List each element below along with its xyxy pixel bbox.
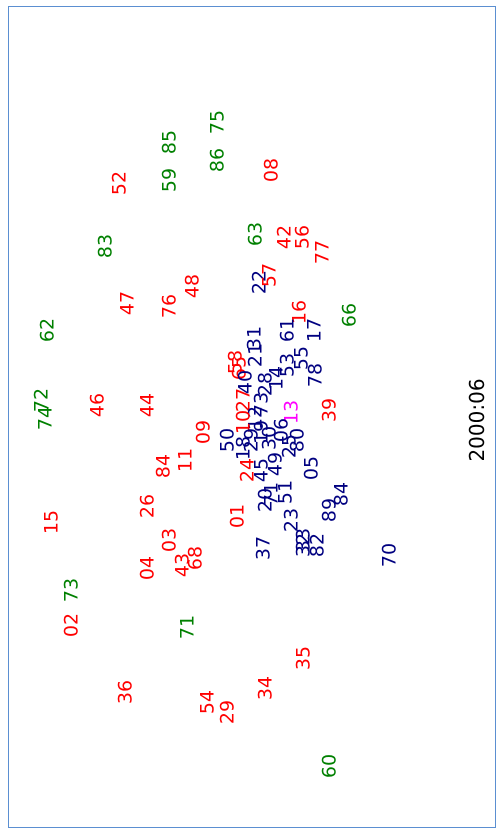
point-label: 68 (185, 546, 207, 570)
point-label: 34 (255, 676, 277, 700)
point-label: 11 (175, 448, 197, 472)
point-label: 82 (307, 533, 329, 557)
point-label: 77 (312, 240, 334, 264)
point-label: 42 (274, 225, 296, 249)
point-label: 15 (41, 510, 63, 534)
point-label: 14 (266, 366, 288, 390)
point-label: 61 (277, 318, 299, 342)
point-label: 71 (261, 482, 283, 506)
point-label: 01 (227, 504, 249, 528)
point-label: 66 (339, 303, 361, 327)
point-label: 26 (137, 494, 159, 518)
point-label: 05 (301, 456, 323, 480)
point-label: 51 (275, 480, 297, 504)
point-label: 73 (251, 392, 273, 416)
point-label: 56 (292, 225, 314, 249)
point-label: 71 (177, 615, 199, 639)
point-label: 46 (87, 393, 109, 417)
point-label: 57 (259, 263, 281, 287)
point-label: 10 (233, 410, 255, 434)
point-label: 02 (61, 613, 83, 637)
point-label: 33 (293, 528, 315, 552)
point-label: 25 (279, 434, 301, 458)
point-label: 27 (233, 388, 255, 412)
point-label: 24 (237, 458, 259, 482)
point-label: 31 (244, 326, 266, 350)
point-label: 09 (193, 420, 215, 444)
point-label: 40 (235, 370, 257, 394)
point-label: 78 (305, 363, 327, 387)
point-label: 74 (35, 406, 57, 430)
point-label: 58 (225, 350, 247, 374)
point-label: 48 (182, 274, 204, 298)
point-label: 47 (117, 291, 139, 315)
point-label: 85 (159, 130, 181, 154)
point-label: 35 (293, 646, 315, 670)
point-label: 08 (261, 158, 283, 182)
point-label: 29 (241, 428, 263, 452)
point-label: 04 (137, 556, 159, 580)
point-label: 70 (379, 543, 401, 567)
point-label: 13 (281, 400, 303, 424)
point-label: 62 (37, 318, 59, 342)
point-label: 44 (137, 393, 159, 417)
point-label: 23 (281, 508, 303, 532)
point-label: 36 (115, 680, 137, 704)
point-label: 32 (293, 533, 315, 557)
point-label: 89 (319, 498, 341, 522)
point-label: 18 (233, 436, 255, 460)
point-label: 12 (245, 406, 267, 430)
point-label: 86 (207, 148, 229, 172)
point-label: 54 (197, 690, 219, 714)
point-label: 22 (249, 270, 271, 294)
point-label: 65 (229, 356, 251, 380)
point-label: 72 (31, 388, 53, 412)
point-label: 20 (255, 488, 277, 512)
point-label: 73 (61, 578, 83, 602)
point-label: 80 (287, 428, 309, 452)
point-label: 06 (271, 418, 293, 442)
point-label: 03 (159, 528, 181, 552)
point-label: 53 (277, 353, 299, 377)
timestamp-label: 2000:06 (465, 378, 489, 461)
point-label: 21 (245, 343, 267, 367)
point-label: 49 (265, 452, 287, 476)
point-label: 83 (95, 234, 117, 258)
point-label: 30 (259, 426, 281, 450)
point-label: 52 (109, 171, 131, 195)
point-label: 43 (172, 553, 194, 577)
point-label: 19 (251, 420, 273, 444)
point-label: 45 (251, 458, 273, 482)
point-label: 63 (245, 222, 267, 246)
point-label: 75 (207, 110, 229, 134)
point-label: 17 (304, 318, 326, 342)
point-label: 59 (159, 168, 181, 192)
point-label: 16 (289, 300, 311, 324)
point-label: 37 (253, 536, 275, 560)
point-label: 84 (153, 454, 175, 478)
chart-frame (8, 6, 496, 828)
point-label: 55 (291, 346, 313, 370)
point-label: 50 (217, 428, 239, 452)
point-label: 76 (159, 294, 181, 318)
point-label: 60 (319, 754, 341, 778)
point-label: 39 (319, 398, 341, 422)
point-label: 28 (255, 372, 277, 396)
point-label: 84 (331, 482, 353, 506)
point-label: 29 (217, 700, 239, 724)
